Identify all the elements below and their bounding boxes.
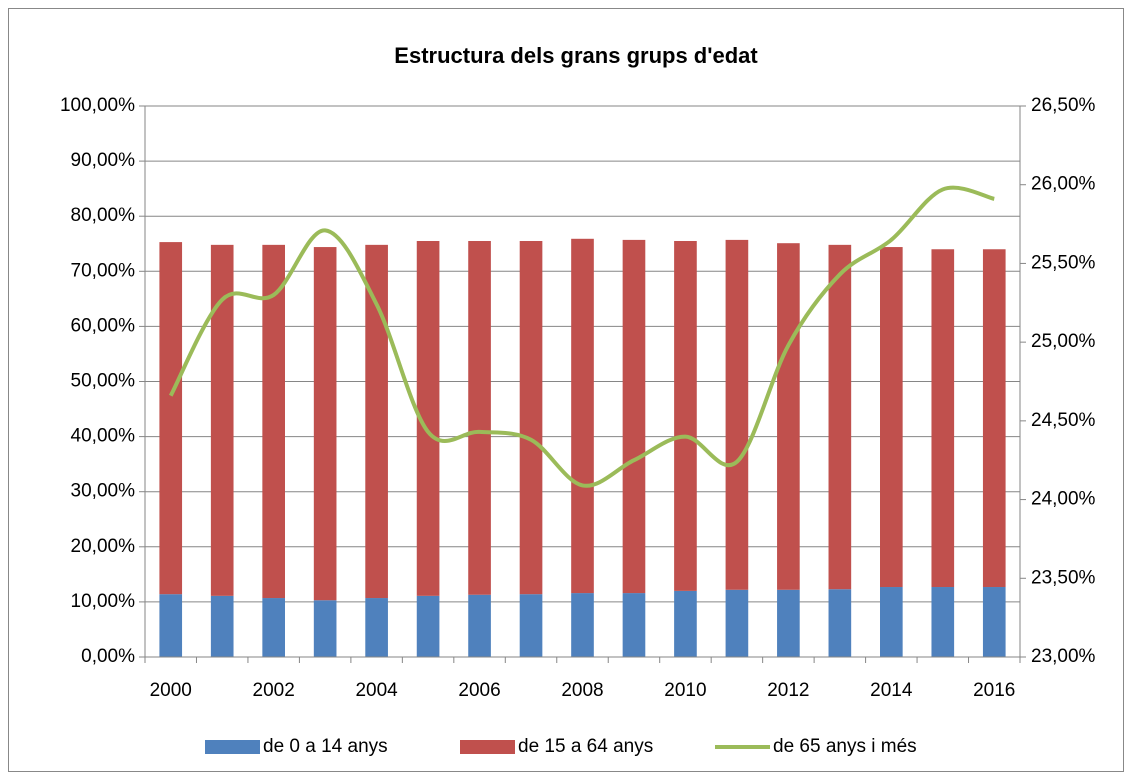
- bar: [880, 247, 903, 588]
- x-tick-label: 2004: [355, 680, 398, 701]
- bar: [159, 594, 183, 657]
- x-tick-label: 2002: [253, 680, 295, 701]
- legend-label: de 15 a 64 anys: [518, 736, 653, 757]
- x-tick-label: 2000: [150, 680, 192, 701]
- bar: [777, 589, 800, 657]
- bar: [725, 239, 749, 590]
- bar: [982, 587, 1006, 657]
- y2-tick-label: 26,00%: [1031, 174, 1096, 195]
- y-tick-label: 0,00%: [81, 646, 135, 667]
- bar: [982, 249, 1006, 588]
- bar: [468, 594, 491, 657]
- legend-label: de 65 anys i més: [773, 736, 917, 757]
- legend-label: de 0 a 14 anys: [263, 736, 388, 757]
- bar: [416, 240, 440, 596]
- y2-tick-label: 25,50%: [1031, 252, 1096, 273]
- y-tick-label: 60,00%: [71, 315, 136, 336]
- legend-swatch: [205, 740, 260, 754]
- bar: [365, 598, 388, 657]
- bar: [210, 244, 234, 596]
- y2-tick-label: 25,00%: [1031, 331, 1096, 352]
- bar: [725, 589, 749, 657]
- bar: [622, 593, 646, 657]
- bar: [519, 240, 543, 595]
- x-tick-label: 2016: [973, 680, 1015, 701]
- bar: [828, 244, 852, 590]
- y2-tick-label: 23,50%: [1031, 567, 1096, 588]
- bar: [777, 243, 800, 590]
- x-tick-label: 2012: [767, 680, 809, 701]
- bar: [519, 594, 543, 657]
- bar: [159, 242, 183, 595]
- y-tick-label: 70,00%: [71, 260, 136, 281]
- bar: [674, 590, 697, 657]
- legend-swatch: [460, 740, 515, 754]
- bar: [931, 249, 955, 588]
- bar: [468, 240, 491, 595]
- bar: [313, 600, 337, 657]
- y-tick-label: 10,00%: [71, 591, 136, 612]
- bar: [828, 589, 852, 657]
- y2-tick-label: 24,00%: [1031, 489, 1096, 510]
- x-tick-label: 2006: [458, 680, 500, 701]
- bar: [931, 587, 955, 657]
- bar: [313, 247, 337, 601]
- y2-tick-label: 26,50%: [1031, 95, 1096, 116]
- bar: [262, 244, 285, 599]
- bar: [416, 595, 440, 657]
- bar: [571, 238, 594, 594]
- y-tick-label: 40,00%: [71, 426, 136, 447]
- x-tick-label: 2010: [664, 680, 706, 701]
- bar: [365, 244, 388, 599]
- y-tick-label: 50,00%: [71, 371, 136, 392]
- bar: [571, 593, 594, 657]
- y-tick-label: 30,00%: [71, 481, 136, 502]
- bar: [674, 240, 697, 591]
- y-tick-label: 20,00%: [71, 536, 136, 557]
- y2-tick-label: 24,50%: [1031, 410, 1096, 431]
- y2-tick-label: 23,00%: [1031, 646, 1096, 667]
- bar: [262, 598, 285, 657]
- bar: [210, 595, 234, 657]
- x-tick-label: 2014: [870, 680, 913, 701]
- y-tick-label: 100,00%: [60, 95, 135, 116]
- chart-title: Estructura dels grans grups d'edat: [394, 43, 758, 68]
- y-tick-label: 90,00%: [71, 150, 136, 171]
- y-tick-label: 80,00%: [71, 205, 136, 226]
- line: [168, 185, 995, 488]
- bar: [622, 239, 646, 594]
- bar: [880, 587, 903, 657]
- x-tick-label: 2008: [561, 680, 603, 701]
